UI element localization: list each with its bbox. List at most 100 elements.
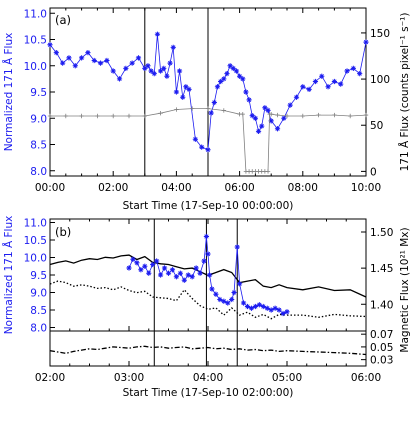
series-point [183, 84, 189, 90]
series-point [177, 270, 183, 276]
y-right-tick-label: 1.50 [370, 227, 393, 239]
series-point [185, 272, 191, 278]
y-right-tick-label: 150 [370, 28, 390, 40]
series-point [325, 84, 331, 90]
series-point [158, 272, 164, 278]
series-point [203, 233, 210, 240]
x-tick-label: 03:00 [114, 372, 144, 384]
series-point [150, 261, 156, 268]
y-right-tick-label: 1.45 [370, 263, 393, 275]
series-point [221, 76, 227, 82]
series-point [268, 307, 274, 313]
y-right-tick-label: 50 [370, 120, 383, 132]
series-point [233, 68, 240, 74]
series-point [173, 89, 179, 95]
series-point [218, 78, 224, 85]
series-point [344, 68, 350, 74]
y-tick-label: 8.0 [30, 166, 47, 178]
series-point [165, 270, 172, 276]
series-point [231, 289, 237, 296]
y-tick-label: 8.0 [30, 323, 47, 335]
series-point [265, 169, 271, 174]
series-point [272, 305, 278, 311]
series-point [47, 113, 53, 119]
series-point [229, 296, 235, 303]
series-point [255, 128, 262, 134]
series-point [111, 113, 116, 119]
y-right-tick-label: 0.05 [370, 342, 393, 354]
series-point [244, 303, 251, 310]
y-tick-label: 9.0 [30, 113, 47, 125]
series-point [145, 63, 151, 69]
x-tick-label: 05:00 [272, 372, 302, 384]
series-point [275, 112, 280, 118]
y-tick-label: 10.5 [24, 35, 47, 47]
panel-c-frame [49, 330, 367, 367]
series-point [240, 300, 247, 306]
y-right-tick-label: 0 [370, 166, 377, 178]
series-line [49, 345, 367, 356]
series-point [60, 60, 66, 66]
x-tick-label: 02:00 [98, 182, 128, 194]
y-tick-label: 9.5 [30, 270, 47, 282]
series-point [189, 274, 195, 280]
series-point [154, 31, 161, 37]
series-point [284, 113, 290, 119]
series-point [276, 307, 282, 313]
y-tick-label: 8.5 [30, 305, 47, 317]
x-tick-label: 06:00 [224, 182, 254, 194]
y-right-tick-label: 0.03 [370, 355, 393, 367]
series-point [237, 281, 243, 287]
series-point [264, 305, 270, 311]
series-point [180, 94, 186, 100]
panel-a-left-axis-title: Normalized 171 Å Flux [2, 33, 15, 152]
series-point [161, 265, 168, 271]
series-point [281, 115, 287, 121]
y-tick-label: 8.5 [30, 140, 47, 152]
series-point [206, 272, 213, 278]
series-point [110, 68, 116, 74]
y-tick-label: 10.0 [24, 61, 47, 73]
y-right-tick-label: 1.40 [370, 299, 393, 311]
series-point [221, 298, 227, 304]
series-point [230, 65, 236, 71]
series-point [123, 65, 129, 71]
series-point [158, 68, 164, 74]
series-point [332, 112, 337, 118]
y-tick-label: 10.0 [24, 253, 47, 265]
series-point [227, 63, 233, 69]
series-point [197, 270, 203, 276]
series-point [348, 113, 353, 119]
series-point [135, 55, 142, 61]
series-point [126, 113, 132, 119]
series-point [208, 110, 214, 116]
x-tick-label: 08:00 [288, 182, 318, 194]
series-point [142, 113, 147, 119]
x-tick-label: 04:00 [193, 372, 223, 384]
series-point [148, 68, 154, 74]
y-tick-label: 11.0 [24, 8, 47, 20]
panel-b-label: (b) [55, 225, 71, 239]
series-point [154, 258, 160, 264]
series-point [79, 113, 84, 119]
series-point [164, 73, 170, 79]
panel-b-left-axis-title: Normalized 171 Å Flux [2, 216, 15, 335]
series-point [268, 118, 274, 124]
series-line [49, 254, 367, 298]
panel-b-x-axis-title: Start Time (17-Sep-10 02:00:00) [123, 387, 294, 399]
series-point [193, 265, 199, 271]
series-point [174, 107, 179, 112]
series-point [240, 111, 245, 117]
series-point [350, 65, 356, 71]
series-point [205, 106, 211, 111]
series-point [53, 50, 59, 56]
series-point [211, 99, 217, 106]
series-point [213, 291, 219, 297]
series-point [246, 97, 252, 103]
series-point [66, 55, 72, 61]
x-tick-label: 00:00 [35, 182, 65, 194]
series-point [97, 60, 104, 66]
series-point [167, 60, 173, 66]
y-tick-label: 9.0 [30, 288, 47, 300]
series-point [224, 71, 230, 77]
